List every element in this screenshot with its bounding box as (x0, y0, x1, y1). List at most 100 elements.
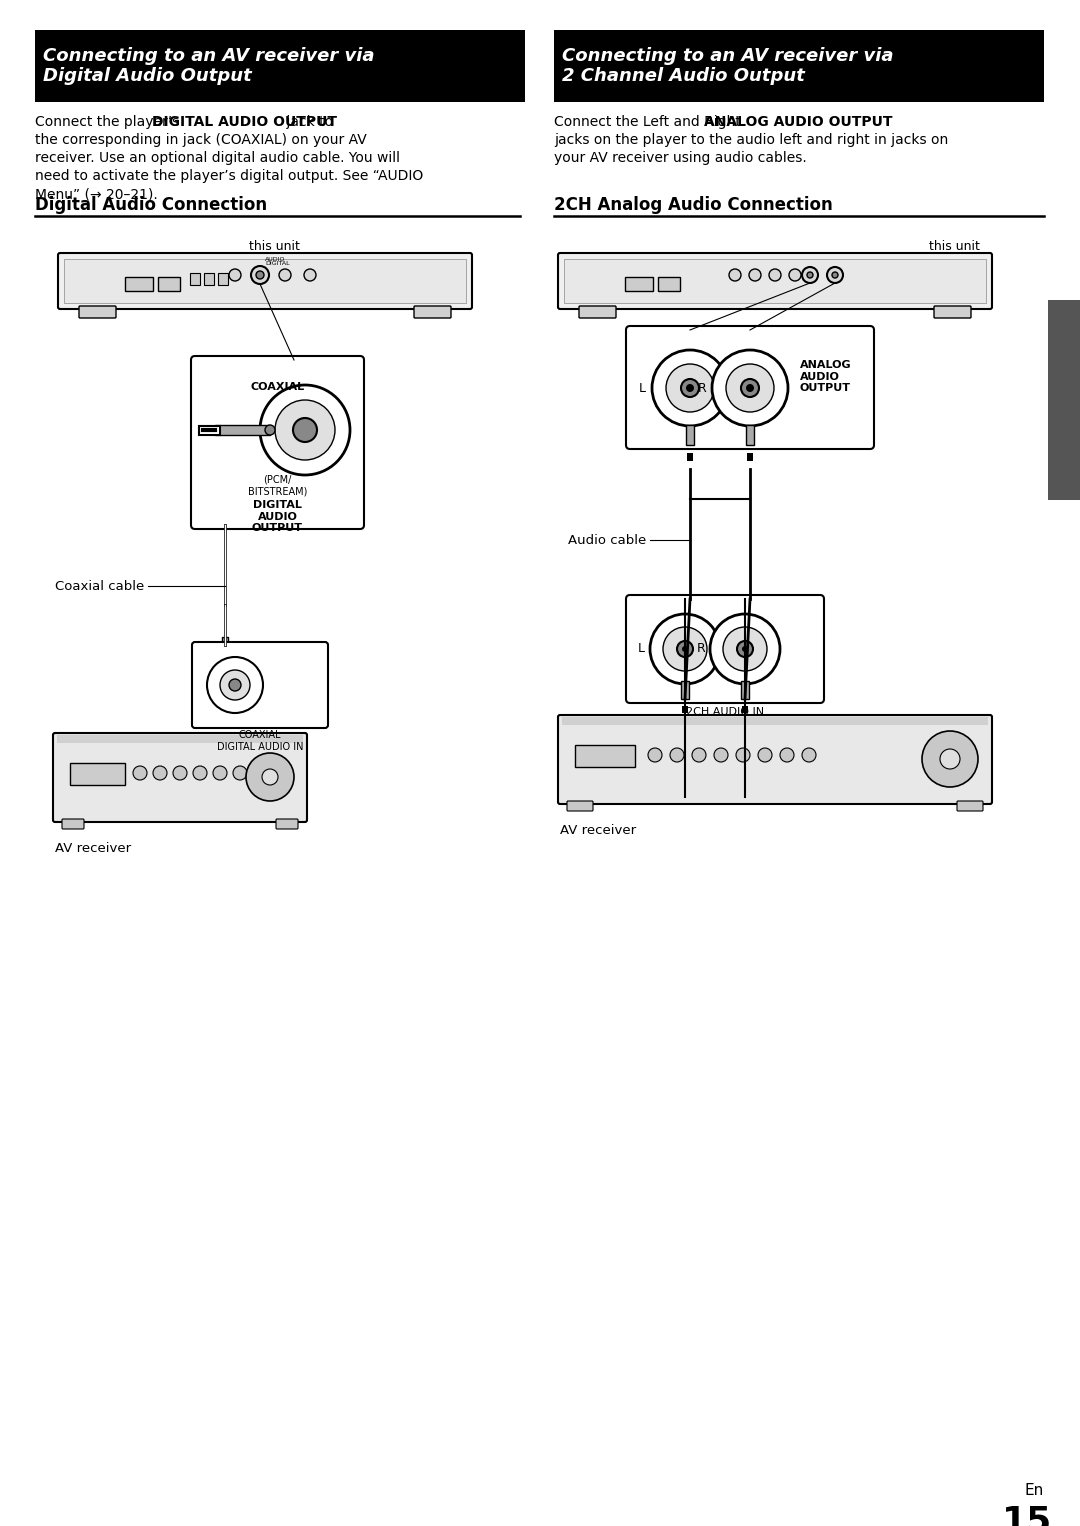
Text: AV receiver: AV receiver (561, 824, 636, 836)
Bar (190, 273, 200, 285)
Text: Digital Audio Connection: Digital Audio Connection (35, 195, 267, 214)
Bar (222, 636, 228, 645)
Text: Connect the player’s: Connect the player’s (35, 114, 184, 130)
Text: Connecting to an AV receiver via
Digital Audio Output: Connecting to an AV receiver via Digital… (43, 47, 375, 85)
Bar (575, 745, 635, 768)
Bar (1048, 301, 1080, 501)
FancyBboxPatch shape (957, 801, 983, 810)
Bar (687, 453, 693, 461)
Circle shape (807, 272, 813, 278)
Bar (125, 278, 153, 291)
Text: R: R (698, 382, 706, 395)
Circle shape (922, 731, 978, 787)
Text: the corresponding in jack (COAXIAL) on your AV: the corresponding in jack (COAXIAL) on y… (35, 133, 367, 146)
Circle shape (293, 418, 318, 443)
FancyBboxPatch shape (579, 307, 616, 317)
Circle shape (686, 385, 694, 392)
Text: Audio cable: Audio cable (568, 534, 646, 546)
Circle shape (729, 269, 741, 281)
Circle shape (262, 769, 278, 784)
Circle shape (279, 269, 291, 281)
FancyBboxPatch shape (192, 642, 328, 728)
Circle shape (692, 748, 706, 761)
Text: Coaxial cable: Coaxial cable (55, 580, 145, 594)
Text: receiver. Use an optional digital audio cable. You will: receiver. Use an optional digital audio … (35, 151, 400, 165)
Circle shape (802, 267, 818, 282)
Text: need to activate the player’s digital output. See “AUDIO: need to activate the player’s digital ou… (35, 169, 423, 183)
Circle shape (758, 748, 772, 761)
FancyBboxPatch shape (58, 253, 472, 308)
Circle shape (153, 766, 167, 780)
Text: DIGITAL: DIGITAL (265, 261, 289, 266)
Circle shape (940, 749, 960, 769)
Text: 15: 15 (1002, 1505, 1052, 1526)
Bar (564, 259, 986, 304)
Bar (35, 31, 525, 102)
Text: AV receiver: AV receiver (55, 842, 131, 855)
Circle shape (735, 748, 750, 761)
Circle shape (220, 670, 249, 700)
Bar (741, 681, 750, 699)
FancyBboxPatch shape (558, 716, 993, 804)
Circle shape (741, 378, 759, 397)
Text: Menu” (→ 20–21).: Menu” (→ 20–21). (35, 188, 158, 201)
Bar (218, 273, 228, 285)
Circle shape (303, 269, 316, 281)
Circle shape (207, 658, 264, 713)
Circle shape (650, 613, 720, 684)
Circle shape (256, 272, 264, 279)
Text: this unit: this unit (249, 240, 300, 253)
Text: Connect the Left and Right: Connect the Left and Right (554, 114, 745, 130)
Text: your AV receiver using audio cables.: your AV receiver using audio cables. (554, 151, 807, 165)
FancyBboxPatch shape (567, 801, 593, 810)
FancyBboxPatch shape (79, 307, 116, 317)
Bar (658, 278, 680, 291)
Circle shape (229, 679, 241, 691)
FancyBboxPatch shape (53, 732, 307, 823)
Text: DIGITAL AUDIO OUTPUT: DIGITAL AUDIO OUTPUT (151, 114, 337, 130)
Circle shape (742, 645, 748, 652)
Bar (681, 681, 689, 699)
Text: jack to: jack to (282, 114, 333, 130)
Circle shape (253, 766, 267, 780)
Circle shape (677, 641, 693, 658)
Bar (158, 278, 180, 291)
FancyBboxPatch shape (626, 595, 824, 703)
Bar (686, 426, 694, 446)
Circle shape (652, 349, 728, 426)
Text: ANALOG
AUDIO
OUTPUT: ANALOG AUDIO OUTPUT (800, 360, 852, 394)
Circle shape (714, 748, 728, 761)
FancyBboxPatch shape (191, 356, 364, 530)
Bar (681, 707, 688, 713)
Bar (747, 453, 753, 461)
Bar (215, 426, 270, 435)
Text: L: L (638, 382, 646, 395)
Circle shape (723, 627, 767, 671)
Circle shape (275, 400, 335, 459)
Text: R: R (697, 642, 705, 656)
Text: En: En (1025, 1483, 1044, 1499)
Circle shape (260, 385, 350, 475)
FancyBboxPatch shape (62, 819, 84, 829)
Bar (562, 717, 988, 725)
Text: jacks on the player to the audio left and right in jacks on: jacks on the player to the audio left an… (554, 133, 948, 146)
FancyBboxPatch shape (626, 327, 874, 449)
Circle shape (133, 766, 147, 780)
Circle shape (265, 426, 275, 435)
Circle shape (726, 365, 774, 412)
Bar (70, 763, 125, 784)
Circle shape (173, 766, 187, 780)
Bar (64, 259, 465, 304)
Circle shape (213, 766, 227, 780)
Circle shape (710, 613, 780, 684)
Text: AUDIO: AUDIO (265, 256, 285, 262)
Circle shape (663, 627, 707, 671)
Circle shape (670, 748, 684, 761)
FancyBboxPatch shape (414, 307, 451, 317)
FancyBboxPatch shape (276, 819, 298, 829)
Circle shape (827, 267, 843, 282)
Circle shape (789, 269, 801, 281)
Circle shape (229, 269, 241, 281)
Circle shape (712, 349, 788, 426)
Circle shape (780, 748, 794, 761)
